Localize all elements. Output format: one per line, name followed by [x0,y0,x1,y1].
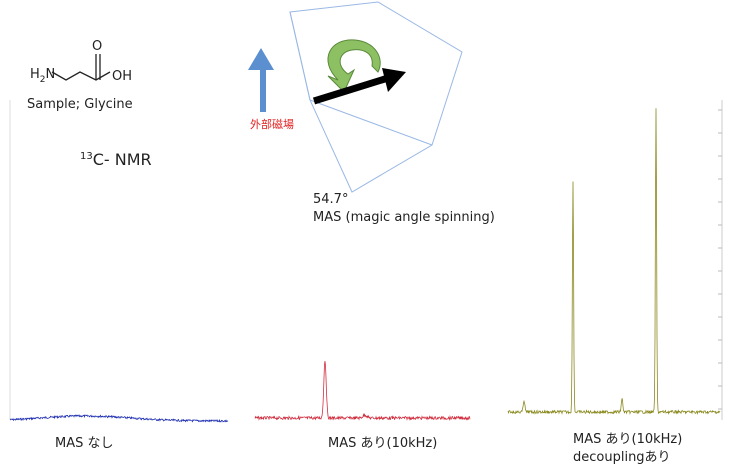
text: C- NMR [93,150,152,169]
sample-label: Sample; Glycine [27,97,133,112]
rotor-axis [314,78,388,101]
page: {"molecule": {"amine": ["H", "2", "N"], … [0,0,730,465]
carbonyl-label: O [92,39,102,54]
spectrum-label: MAS あり(10kHz) [573,432,682,447]
amine-label: H2N [30,67,55,85]
spectrum-trace [508,108,720,413]
field-arrow [248,48,274,112]
glycine-structure [52,54,110,80]
text: N [46,67,56,82]
field-label: 外部磁場 [250,117,294,131]
figure: H2N O OH Sample; Glycine 13C- NMR 外部磁場 5… [0,0,730,465]
spectrum-label: MAS あり(10kHz) [328,436,437,451]
spectrum-trace [10,415,228,422]
text: 13 [80,151,93,162]
text: H [30,67,40,82]
spectrum-label: decouplingあり [573,450,671,465]
nmr-title: 13C- NMR [80,150,152,169]
mas-label: MAS (magic angle spinning) [313,210,495,225]
hydroxyl-label: OH [112,69,132,84]
spectrum-trace [255,361,470,419]
rotor-axis-head [382,68,406,92]
angle-label: 54.7° [313,192,348,207]
spectrum-label: MAS なし [55,436,114,451]
